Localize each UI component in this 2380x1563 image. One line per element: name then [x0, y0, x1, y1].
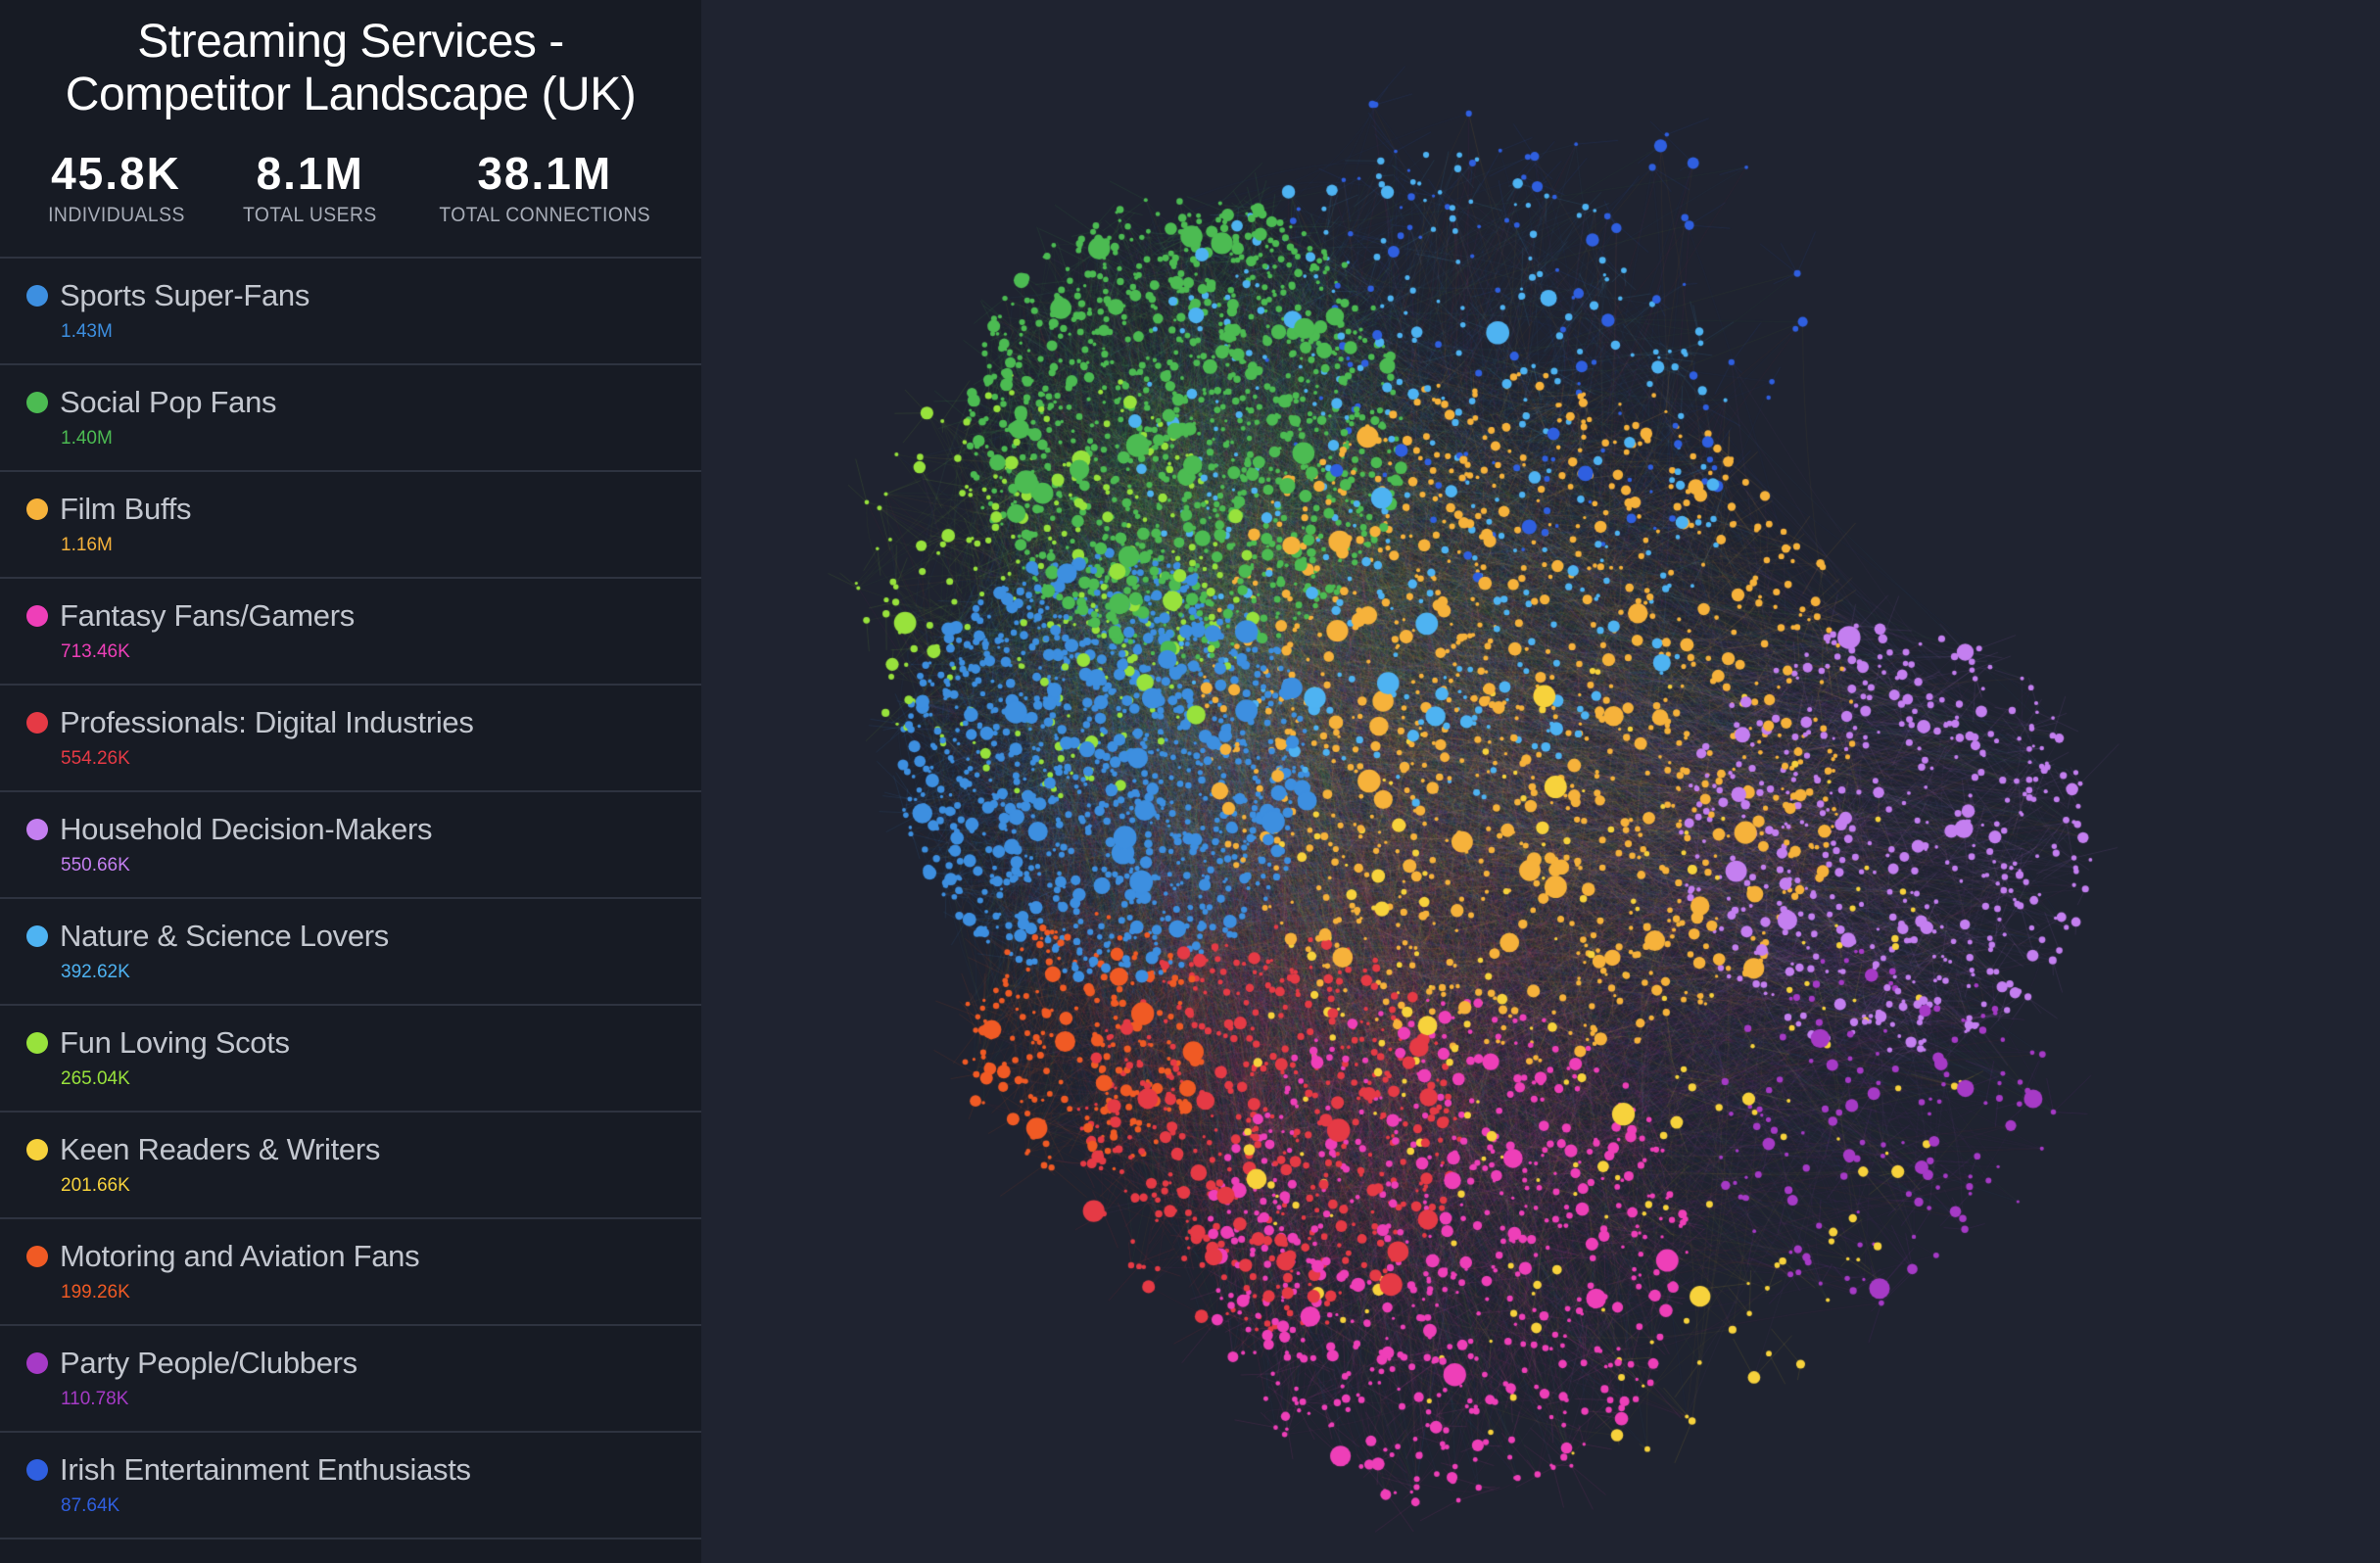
- segment-item-nature-science-lovers[interactable]: Nature & Science Lovers 392.62K: [0, 899, 701, 1006]
- segment-count: 110.78K: [61, 1389, 129, 1409]
- stat-total-users: 8.1M TOTAL USERS: [237, 149, 383, 227]
- segment-name: Motoring and Aviation Fans: [60, 1239, 420, 1273]
- segment-count: 265.04K: [61, 1068, 130, 1089]
- segment-count: 201.66K: [61, 1175, 130, 1196]
- segment-name: Fantasy Fans/Gamers: [60, 598, 355, 633]
- segment-item-keen-readers-writers[interactable]: Keen Readers & Writers 201.66K: [0, 1113, 701, 1219]
- segment-name: Irish Entertainment Enthusiasts: [60, 1452, 471, 1487]
- stat-value: 8.1M: [256, 148, 364, 199]
- segment-name: Fun Loving Scots: [60, 1025, 290, 1060]
- stat-value: 38.1M: [477, 148, 613, 199]
- stat-label: TOTAL CONNECTIONS: [439, 204, 651, 226]
- segment-color-dot: [26, 605, 48, 627]
- segment-name: Nature & Science Lovers: [60, 919, 389, 953]
- stat-label: TOTAL USERS: [243, 204, 378, 226]
- segment-count: 713.46K: [61, 641, 130, 662]
- segment-name: Household Decision-Makers: [60, 812, 433, 846]
- segment-count: 392.62K: [61, 962, 130, 982]
- segment-color-dot: [26, 1032, 48, 1054]
- segment-item-irish-entertainment-enthusiasts[interactable]: Irish Entertainment Enthusiasts 87.64K: [0, 1433, 701, 1539]
- segment-count: 199.26K: [61, 1282, 130, 1302]
- segment-item-fun-loving-scots[interactable]: Fun Loving Scots 265.04K: [0, 1006, 701, 1113]
- segment-list: Sports Super-Fans 1.43M Social Pop Fans …: [0, 259, 701, 1539]
- segment-color-dot: [26, 1139, 48, 1160]
- segment-name: Film Buffs: [60, 492, 192, 526]
- stat-individuals: 45.8K INDIVIDUALSS: [42, 149, 191, 227]
- segment-name: Sports Super-Fans: [60, 278, 310, 312]
- segment-name: Party People/Clubbers: [60, 1346, 357, 1380]
- sidebar: Streaming Services - Competitor Landscap…: [0, 0, 701, 1563]
- segment-color-dot: [26, 1459, 48, 1481]
- segment-item-film-buffs[interactable]: Film Buffs 1.16M: [0, 472, 701, 579]
- segment-color-dot: [26, 819, 48, 840]
- stat-total-connections: 38.1M TOTAL CONNECTIONS: [430, 149, 659, 227]
- segment-color-dot: [26, 925, 48, 947]
- segment-item-sports-super-fans[interactable]: Sports Super-Fans 1.43M: [0, 259, 701, 365]
- segment-item-professionals-digital-industries[interactable]: Professionals: Digital Industries 554.26…: [0, 686, 701, 792]
- segment-count: 1.16M: [61, 535, 113, 555]
- segment-color-dot: [26, 285, 48, 307]
- network-graph-area[interactable]: [701, 0, 2380, 1563]
- segment-color-dot: [26, 712, 48, 734]
- segment-count: 1.43M: [61, 321, 113, 342]
- segment-color-dot: [26, 1246, 48, 1267]
- stat-value: 45.8K: [51, 148, 181, 199]
- page-title: Streaming Services - Competitor Landscap…: [65, 16, 637, 120]
- segment-item-social-pop-fans[interactable]: Social Pop Fans 1.40M: [0, 365, 701, 472]
- segment-color-dot: [26, 392, 48, 413]
- segment-name: Social Pop Fans: [60, 385, 277, 419]
- segment-item-motoring-aviation-fans[interactable]: Motoring and Aviation Fans 199.26K: [0, 1219, 701, 1326]
- segment-name: Keen Readers & Writers: [60, 1132, 381, 1166]
- segment-item-household-decision-makers[interactable]: Household Decision-Makers 550.66K: [0, 792, 701, 899]
- segment-count: 550.66K: [61, 855, 130, 876]
- segment-item-fantasy-fans-gamers[interactable]: Fantasy Fans/Gamers 713.46K: [0, 579, 701, 686]
- stat-label: INDIVIDUALSS: [47, 204, 185, 226]
- segment-color-dot: [26, 498, 48, 520]
- segment-name: Professionals: Digital Industries: [60, 705, 474, 739]
- segment-count: 87.64K: [61, 1495, 120, 1516]
- stats-bar: 45.8K INDIVIDUALSS 8.1M TOTAL USERS 38.1…: [0, 149, 701, 259]
- segment-count: 554.26K: [61, 748, 130, 769]
- network-graph-canvas[interactable]: [701, 0, 2380, 1563]
- segment-item-party-people-clubbers[interactable]: Party People/Clubbers 110.78K: [0, 1326, 701, 1433]
- segment-color-dot: [26, 1352, 48, 1374]
- segment-count: 1.40M: [61, 428, 113, 449]
